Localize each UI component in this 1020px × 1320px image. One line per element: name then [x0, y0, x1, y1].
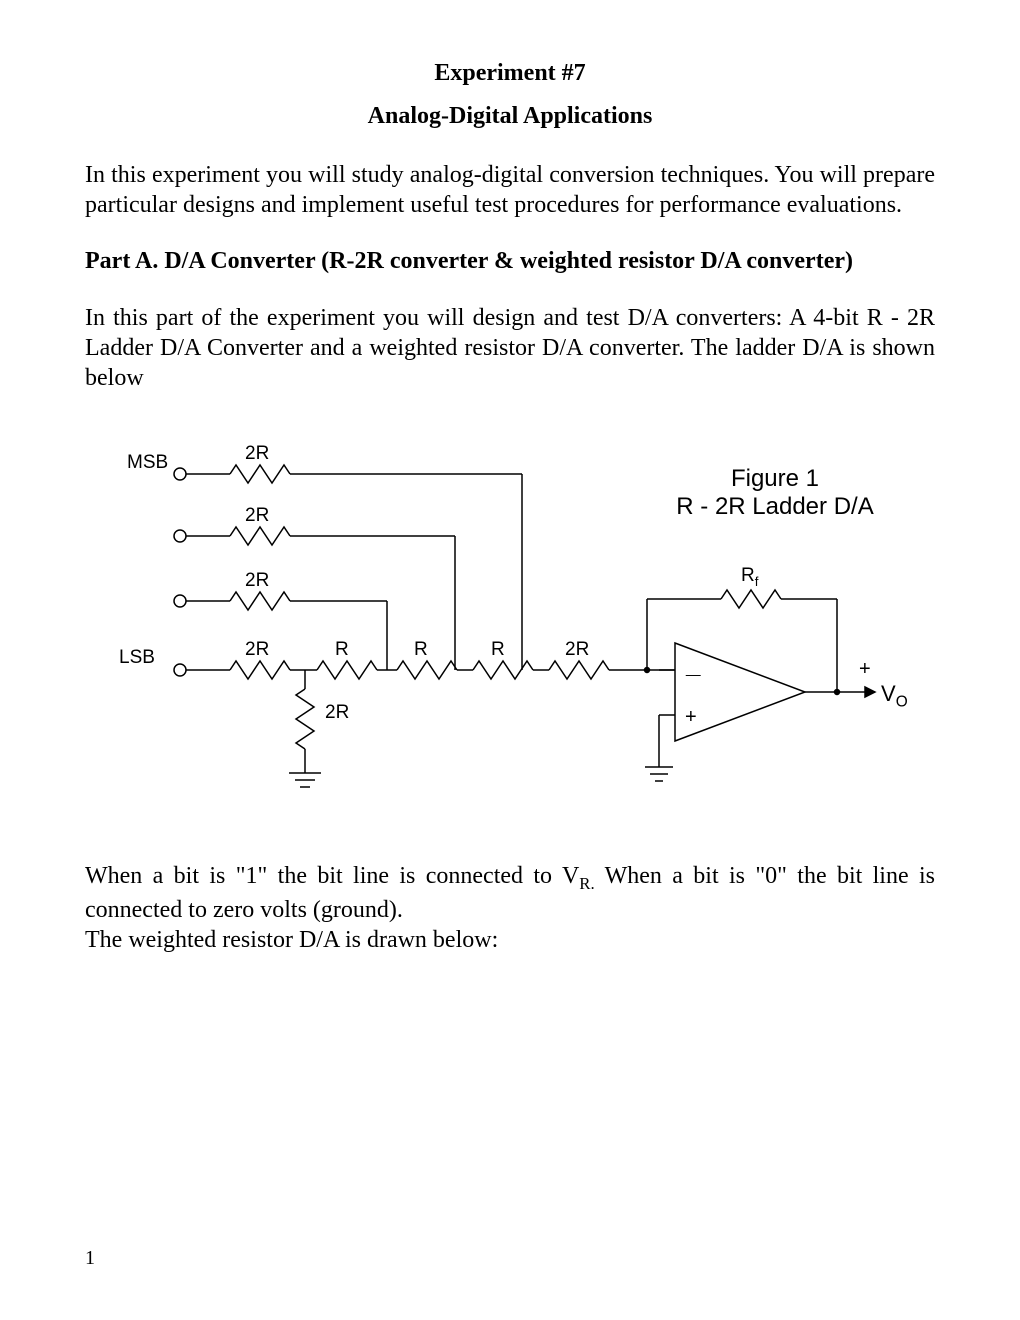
- output-plus: +: [859, 658, 871, 681]
- r-label-3: R: [491, 639, 505, 661]
- r-label-2: R: [414, 639, 428, 661]
- part-a-paragraph: In this part of the experiment you will …: [85, 303, 935, 393]
- opamp-plus: +: [685, 706, 697, 729]
- page-number: 1: [85, 1247, 95, 1270]
- figure-title-1: Figure 1: [665, 465, 885, 493]
- r2r-ground-label: 2R: [325, 702, 349, 724]
- after-figure-paragraph-1: When a bit is "1" the bit line is connec…: [85, 861, 935, 925]
- part-a-heading: Part A. D/A Converter (R-2R converter & …: [85, 248, 935, 275]
- figure-title-2: R - 2R Ladder D/A: [625, 493, 925, 521]
- circuit-diagram: MSB LSB 2R 2R 2R 2R R R R 2R 2R Rf _ + +…: [85, 421, 935, 831]
- page-subtitle: Analog-Digital Applications: [85, 103, 935, 130]
- r2r-label-4: 2R: [245, 639, 269, 661]
- rf-label: Rf: [741, 565, 758, 589]
- lsb-label: LSB: [119, 647, 155, 669]
- opamp-minus: _: [686, 649, 700, 680]
- r2r-label-3: 2R: [245, 570, 269, 592]
- msb-label: MSB: [127, 452, 168, 474]
- r2r-label-2: 2R: [245, 505, 269, 527]
- after-figure-paragraph-2: The weighted resistor D/A is drawn below…: [85, 925, 935, 955]
- intro-paragraph: In this experiment you will study analog…: [85, 160, 935, 220]
- r2r-label-5: 2R: [565, 639, 589, 661]
- vo-label: VO: [881, 681, 908, 711]
- r-label-1: R: [335, 639, 349, 661]
- r2r-label-1: 2R: [245, 443, 269, 465]
- page-title: Experiment #7: [85, 60, 935, 87]
